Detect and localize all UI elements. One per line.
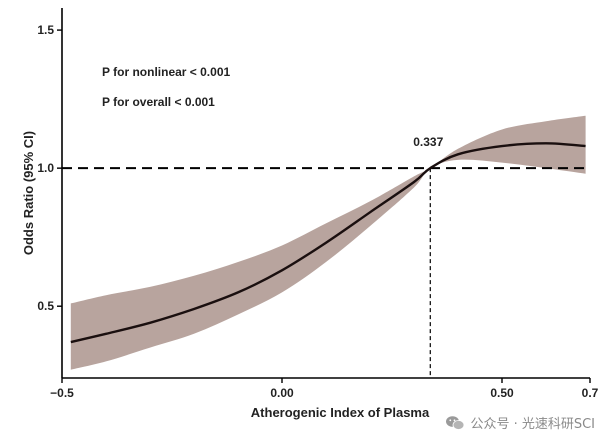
x-tick-label: 0.00 [270,386,294,400]
y-tick-label: 1.0 [37,161,54,175]
x-tick-label: −0.5 [50,386,74,400]
p-nonlinear-label: P for nonlinear < 0.001 [102,65,230,79]
ci-band [70,115,586,370]
watermark-text: 公众号 · 光速科研SCI [470,417,595,432]
wechat-icon [446,415,465,430]
x-tick-label: 0.7 [582,386,599,400]
y-tick-label: 1.5 [37,23,54,37]
x-axis-title: Atherogenic Index of Plasma [251,405,430,420]
x-tick-label: 0.50 [490,386,514,400]
watermark: 公众号 · 光速科研SCI [445,413,595,432]
axes: 0.5 1.0 1.5 −0.5 0.00 0.50 0.7 [37,8,599,400]
y-tick-label: 0.5 [37,299,54,313]
odds-ratio-line [70,142,586,344]
p-overall-label: P for overall < 0.001 [102,95,215,109]
y-axis-title: Odds Ratio (95% CI) [21,131,36,255]
knot-label: 0.337 [413,135,443,149]
